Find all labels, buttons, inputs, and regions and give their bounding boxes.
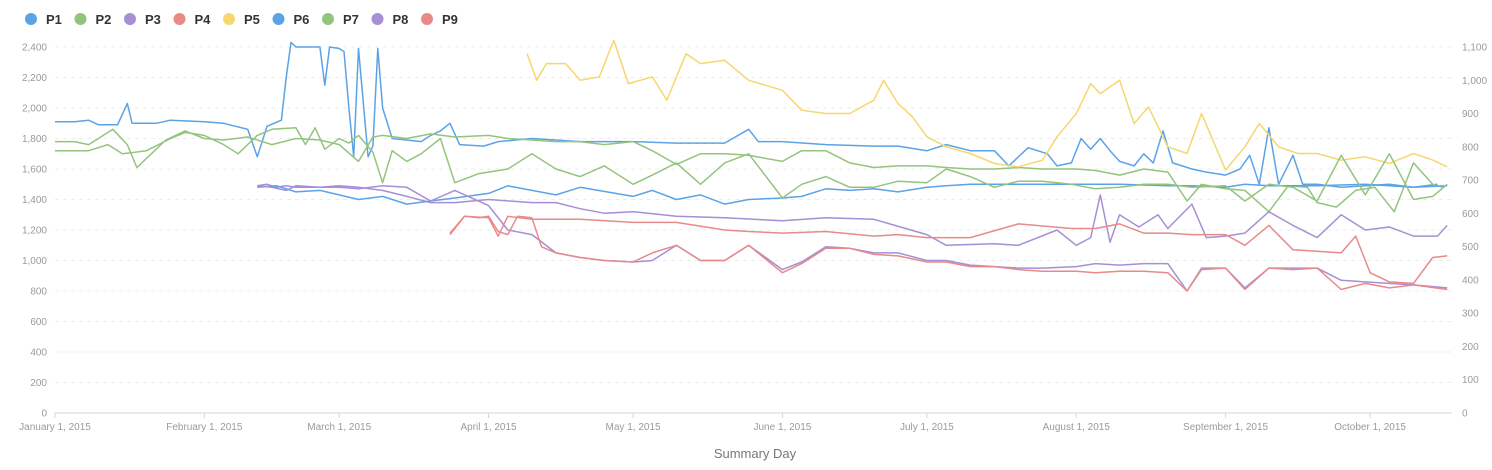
legend-label: P8 [393, 12, 409, 27]
y-left-tick-label: 0 [41, 409, 47, 420]
legend-marker [421, 13, 433, 25]
series-line-p4 [449, 215, 1448, 285]
x-tick-label: July 1, 2015 [900, 422, 954, 433]
y-axis-right: 0 100 200 300 400 500 600 700 800 900 1,000 1,100 [1462, 43, 1487, 420]
x-axis-title: Summary Day [714, 446, 797, 461]
legend-item-p3[interactable]: P3 [124, 12, 161, 27]
x-tick-label: January 1, 2015 [19, 422, 91, 433]
legend-marker [25, 13, 37, 25]
y-left-tick-label: 1,200 [22, 226, 47, 237]
legend-marker [173, 13, 186, 25]
series-line-p7 [55, 127, 1448, 202]
legend-marker [74, 13, 87, 25]
x-tick-label: May 1, 2015 [606, 422, 661, 433]
y-left-tick-label: 1,600 [22, 165, 47, 176]
y-right-tick-label: 700 [1462, 176, 1479, 187]
legend-label: P9 [442, 12, 458, 27]
y-right-tick-label: 500 [1462, 242, 1479, 253]
y-left-tick-label: 2,400 [22, 43, 47, 54]
legend: P1 P2 P3 P4 P5 P6 P7 P8 P9 [25, 12, 458, 27]
y-left-tick-label: 1,400 [22, 195, 47, 206]
series-line-p5 [526, 39, 1448, 171]
legend-item-p6[interactable]: P6 [272, 12, 310, 27]
y-left-tick-label: 1,000 [22, 256, 47, 267]
legend-marker [223, 13, 235, 25]
series-lines [55, 39, 1448, 292]
y-left-tick-label: 2,000 [22, 104, 47, 115]
y-right-tick-label: 200 [1462, 342, 1479, 353]
y-right-tick-label: 300 [1462, 309, 1479, 320]
legend-label: P1 [46, 12, 62, 27]
y-right-tick-label: 800 [1462, 142, 1479, 153]
y-left-tick-label: 1,800 [22, 134, 47, 145]
x-tick-label: June 1, 2015 [753, 422, 811, 433]
y-right-tick-label: 1,000 [1462, 76, 1487, 87]
series-line-p8 [257, 185, 1448, 292]
x-tick-label: March 1, 2015 [307, 422, 371, 433]
y-right-tick-label: 0 [1462, 409, 1468, 420]
x-tick-label: February 1, 2015 [166, 422, 243, 433]
legend-label: P3 [145, 12, 161, 27]
y-left-tick-label: 800 [30, 287, 47, 298]
legend-label: P7 [343, 12, 359, 27]
legend-label: P5 [244, 12, 260, 27]
legend-label: P4 [195, 12, 212, 27]
legend-item-p4[interactable]: P4 [173, 12, 212, 27]
legend-label: P2 [96, 12, 112, 27]
y-right-tick-label: 100 [1462, 375, 1479, 386]
x-axis: January 1, 2015 February 1, 2015 March 1, … [19, 413, 1406, 433]
legend-marker [124, 13, 136, 25]
x-tick-label: September 1, 2015 [1183, 422, 1268, 433]
x-tick-label: August 1, 2015 [1043, 422, 1111, 433]
legend-item-p1[interactable]: P1 [25, 12, 62, 27]
y-right-tick-label: 600 [1462, 209, 1479, 220]
y-right-tick-label: 1,100 [1462, 43, 1487, 54]
y-left-tick-label: 200 [30, 378, 47, 389]
legend-marker [371, 13, 384, 25]
y-left-tick-label: 2,200 [22, 73, 47, 84]
series-line-p2 [55, 128, 1443, 213]
y-left-tick-label: 400 [30, 348, 47, 359]
y-axis-left: 0 200 400 600 800 1,000 1,200 1,400 1,600 1,800 2,… [22, 43, 47, 420]
legend-label: P6 [294, 12, 310, 27]
legend-marker [322, 13, 334, 25]
series-line-p1 [55, 41, 1438, 189]
legend-item-p9[interactable]: P9 [421, 12, 458, 27]
legend-item-p7[interactable]: P7 [322, 12, 359, 27]
series-line-p3 [257, 183, 1448, 247]
legend-item-p5[interactable]: P5 [223, 12, 260, 27]
x-tick-label: October 1, 2015 [1334, 422, 1406, 433]
grid-lines [55, 46, 1452, 414]
legend-marker [272, 13, 285, 25]
x-tick-label: April 1, 2015 [460, 422, 517, 433]
legend-item-p2[interactable]: P2 [74, 12, 112, 27]
y-right-tick-label: 400 [1462, 275, 1479, 286]
y-left-tick-label: 600 [30, 317, 47, 328]
y-right-tick-label: 900 [1462, 109, 1479, 120]
series-line-p9 [449, 215, 1448, 292]
legend-item-p8[interactable]: P8 [371, 12, 409, 27]
